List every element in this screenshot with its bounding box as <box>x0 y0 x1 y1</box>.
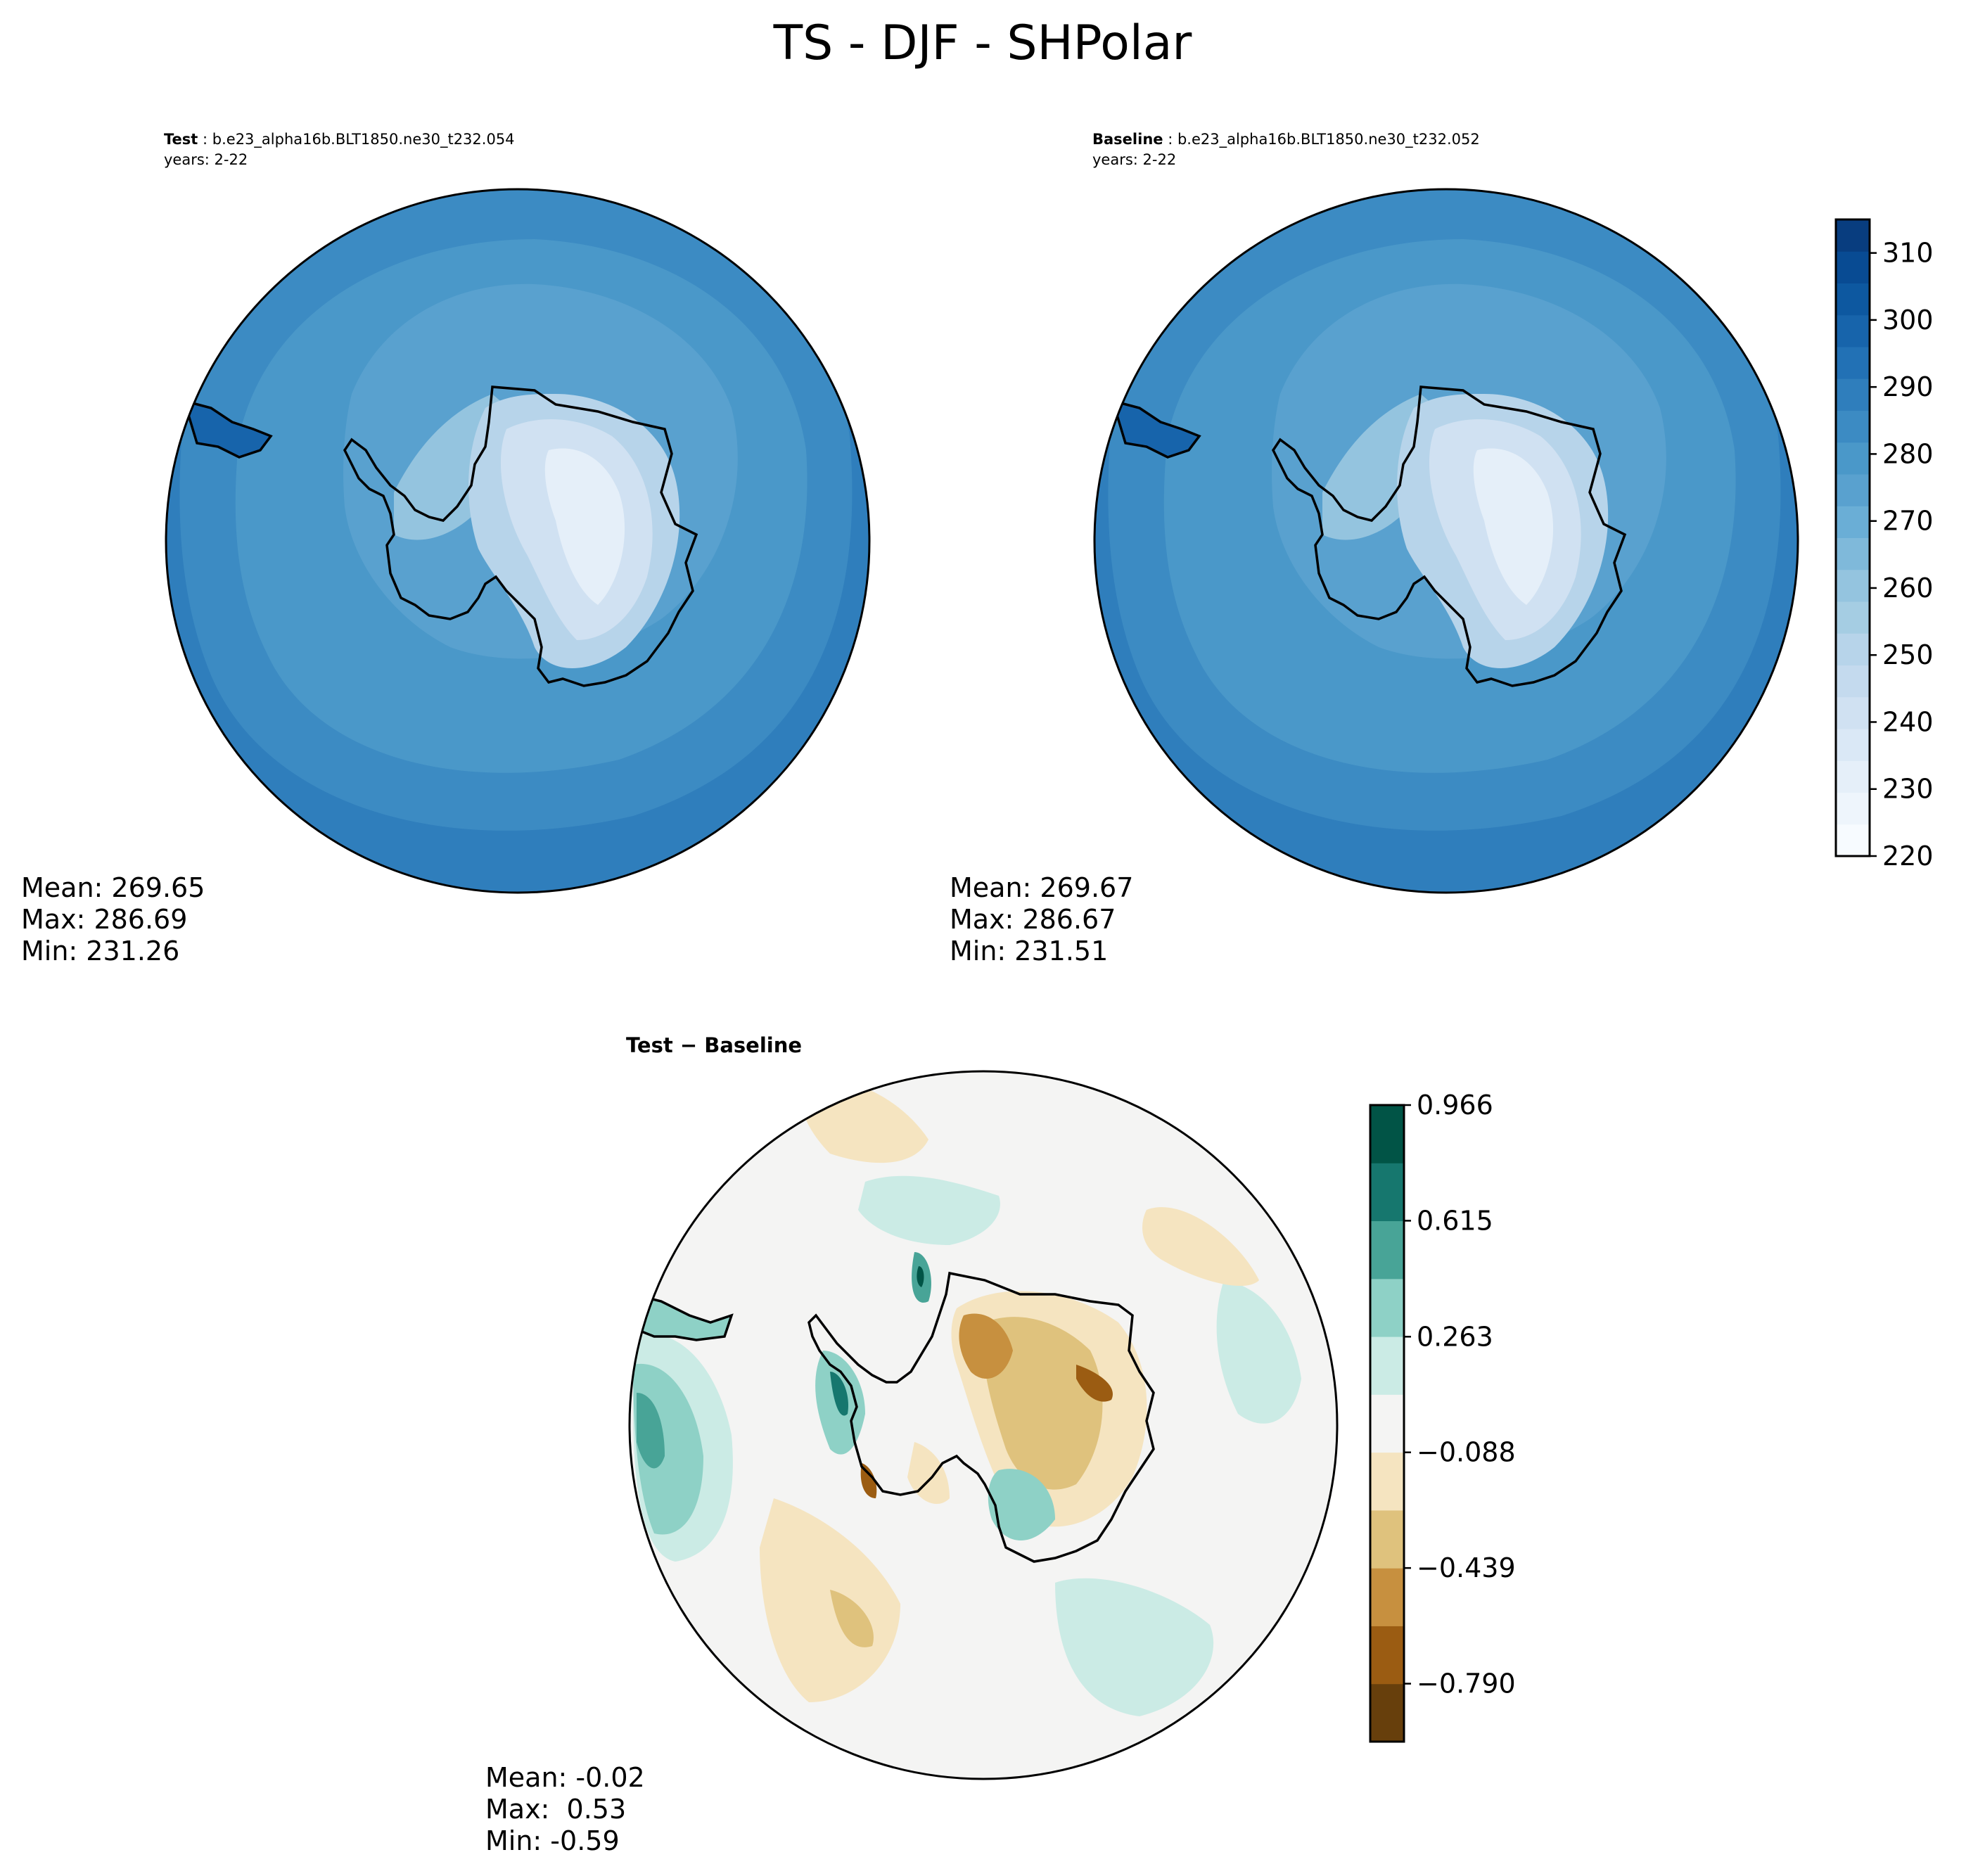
colorbar-temperature-segment <box>1836 760 1870 793</box>
panel-baseline-mean: Mean: 269.67 <box>950 872 1133 903</box>
colorbar-difference-segment <box>1370 1105 1404 1163</box>
panel-baseline-sep: : <box>1163 131 1177 148</box>
colorbar-temperature-tick-label: 230 <box>1882 774 1934 805</box>
colorbar-difference-segment <box>1370 1452 1404 1511</box>
colorbar-difference-segment <box>1370 1278 1404 1337</box>
colorbar-temperature-segment <box>1836 474 1870 506</box>
panel-difference-mean: Mean: -0.02 <box>485 1762 645 1793</box>
colorbar-temperature-tick-label: 250 <box>1882 639 1934 670</box>
colorbar-temperature-segment <box>1836 314 1870 347</box>
colorbar-temperature-segment <box>1836 696 1870 729</box>
colorbar-difference: −0.790 −0.439 −0.088 0.263 0.615 0.966 <box>1369 1090 1516 1743</box>
colorbar-temperature-segment <box>1836 569 1870 602</box>
colorbar-temperature-segment <box>1836 442 1870 475</box>
colorbar-difference-tick-label: 0.966 <box>1417 1090 1493 1121</box>
panel-test-years: years: 2-22 <box>164 151 248 168</box>
colorbar-difference-segment <box>1370 1220 1404 1280</box>
panel-baseline-label: Baseline <box>1092 131 1163 148</box>
panel-baseline: Baseline : b.e23_alpha16b.BLT1850.ne30_t… <box>950 131 1799 966</box>
colorbar-difference-segment <box>1370 1683 1404 1742</box>
panel-baseline-header: Baseline : b.e23_alpha16b.BLT1850.ne30_t… <box>1092 131 1480 148</box>
colorbar-temperature-segment <box>1836 410 1870 443</box>
colorbar-temperature-tick-label: 220 <box>1882 841 1934 872</box>
colorbar-temperature-segment <box>1836 824 1870 857</box>
panel-test-sep: : <box>198 131 212 148</box>
colorbar-temperature-segment <box>1836 601 1870 634</box>
colorbar-temperature-tick-label: 290 <box>1882 371 1934 402</box>
panel-difference-max: Max: 0.53 <box>485 1794 626 1825</box>
panel-test-mean: Mean: 269.65 <box>21 872 205 903</box>
panel-difference-min: Min: -0.59 <box>485 1825 620 1856</box>
panel-baseline-years: years: 2-22 <box>1092 151 1176 168</box>
colorbar-temperature-tick-label: 240 <box>1882 706 1934 737</box>
colorbar-temperature-segment <box>1836 537 1870 570</box>
colorbar-temperature-tick-label: 300 <box>1882 305 1934 336</box>
colorbar-difference-segment <box>1370 1394 1404 1453</box>
panel-test-min: Min: 231.26 <box>21 936 179 966</box>
colorbar-difference-segment <box>1370 1510 1404 1569</box>
colorbar-difference-tick-label: −0.088 <box>1417 1437 1516 1468</box>
colorbar-temperature-segment <box>1836 219 1870 252</box>
colorbar-temperature-tick-label: 260 <box>1882 573 1934 604</box>
panel-test-max: Max: 286.69 <box>21 904 187 935</box>
colorbar-difference-tick-label: −0.439 <box>1417 1552 1516 1583</box>
colorbar-difference-segment <box>1370 1568 1404 1626</box>
colorbar-difference-tick-label: 0.263 <box>1417 1321 1493 1352</box>
colorbar-temperature-tick-label: 280 <box>1882 438 1934 469</box>
colorbar-temperature-tick-label: 270 <box>1882 506 1934 537</box>
colorbar-temperature-segment <box>1836 283 1870 316</box>
panel-difference-title: Test − Baseline <box>626 1033 802 1057</box>
colorbar-difference-tick-label: −0.790 <box>1417 1668 1516 1699</box>
colorbar-temperature-segment <box>1836 665 1870 698</box>
panel-test: Test : b.e23_alpha16b.BLT1850.ne30_t232.… <box>21 131 871 966</box>
map-test <box>167 190 869 892</box>
panel-baseline-max: Max: 286.67 <box>950 904 1116 935</box>
colorbar-temperature-segment <box>1836 347 1870 379</box>
panel-test-label: Test <box>164 131 198 148</box>
panel-baseline-min: Min: 231.51 <box>950 936 1108 966</box>
colorbar-temperature-segment <box>1836 251 1870 283</box>
colorbar-temperature-segment <box>1836 792 1870 825</box>
map-difference <box>630 1072 1336 1778</box>
colorbar-difference-segment <box>1370 1626 1404 1685</box>
colorbar-temperature-segment <box>1836 633 1870 665</box>
colorbar-temperature-segment <box>1836 729 1870 761</box>
colorbar-temperature-segment <box>1836 378 1870 411</box>
panel-test-header: Test : b.e23_alpha16b.BLT1850.ne30_t232.… <box>164 131 515 148</box>
colorbar-difference-segment <box>1370 1336 1404 1395</box>
colorbar-temperature: 220 230 240 250 260 270 280 290 300 310 <box>1834 218 1934 872</box>
colorbar-difference-tick-label: 0.615 <box>1417 1205 1493 1236</box>
colorbar-temperature-segment <box>1836 506 1870 538</box>
map-baseline <box>1095 190 1797 892</box>
panel-test-case: b.e23_alpha16b.BLT1850.ne30_t232.054 <box>212 131 515 148</box>
figure-title: TS - DJF - SHPolar <box>773 15 1192 71</box>
panel-baseline-case: b.e23_alpha16b.BLT1850.ne30_t232.052 <box>1177 131 1480 148</box>
colorbar-difference-frame <box>1369 1104 1405 1743</box>
colorbar-temperature-frame <box>1834 218 1871 857</box>
colorbar-temperature-tick-label: 310 <box>1882 238 1934 269</box>
colorbar-difference-segment <box>1370 1163 1404 1222</box>
panel-difference: Test − Baseline <box>485 1033 1339 1856</box>
